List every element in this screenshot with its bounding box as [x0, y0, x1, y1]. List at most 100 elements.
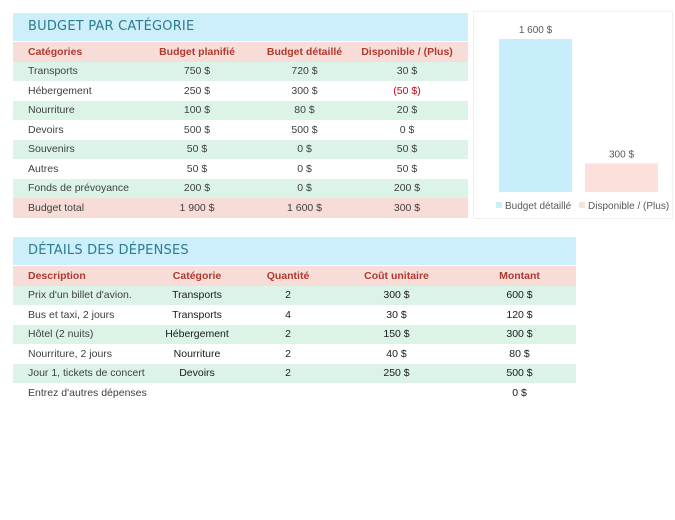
available-cell[interactable]: 20 $ — [346, 100, 468, 120]
budget-row: Autres 50 $0 $50 $ — [13, 159, 468, 179]
category-cell[interactable]: Transports — [148, 305, 246, 325]
planned-cell[interactable]: 50 $ — [131, 159, 263, 179]
unit-cost-cell[interactable]: 40 $ — [330, 344, 463, 364]
unit-cost-cell[interactable]: 300 $ — [330, 285, 463, 305]
amount-cell[interactable]: 500 $ — [463, 363, 576, 383]
unit-cost-cell[interactable]: 150 $ — [330, 324, 463, 344]
unit-cost-cell[interactable]: 30 $ — [330, 305, 463, 325]
chart-canvas: 1 600 $ 300 $ Budget détaillé Disponible / … — [496, 25, 669, 212]
category-cell[interactable]: Devoirs — [13, 120, 131, 140]
header-detailed-budget[interactable]: Budget détaillé — [263, 42, 346, 62]
available-cell[interactable]: 30 $ — [346, 61, 468, 81]
planned-cell[interactable]: 500 $ — [131, 120, 263, 140]
legend-swatch — [496, 202, 502, 208]
available-cell[interactable]: 200 $ — [346, 178, 468, 198]
quantity-cell[interactable]: 2 — [246, 344, 330, 364]
budget-section-title: BUDGET PAR CATÉGORIE — [13, 13, 468, 41]
total-available[interactable]: 300 $ — [346, 198, 468, 218]
description-cell[interactable]: Jour 1, tickets de concert — [13, 363, 148, 383]
amount-cell[interactable]: 300 $ — [463, 324, 576, 344]
quantity-cell[interactable]: 2 — [246, 285, 330, 305]
description-cell[interactable]: Hôtel (2 nuits) — [13, 324, 148, 344]
category-cell[interactable]: Transports — [148, 285, 246, 305]
amount-cell[interactable]: 0 $ — [463, 383, 576, 403]
budget-row: Souvenirs 50 $0 $50 $ — [13, 139, 468, 159]
planned-cell[interactable]: 100 $ — [131, 100, 263, 120]
detailed-cell[interactable]: 500 $ — [263, 120, 346, 140]
expense-row: Bus et taxi, 2 jours Transports 4 30 $120 $ — [13, 305, 576, 325]
category-cell[interactable]: Hébergement — [148, 324, 246, 344]
budget-total-row: Budget total 1 900 $1 600 $300 $ — [13, 198, 468, 218]
budget-header-row: Catégories Budget planifié Budget détail… — [13, 42, 468, 62]
quantity-cell[interactable]: 4 — [246, 305, 330, 325]
budget-row: Hébergement 250 $300 $ (50 $) — [13, 81, 468, 101]
category-cell[interactable]: Fonds de prévoyance — [13, 178, 131, 198]
header-amount[interactable]: Montant — [463, 266, 576, 286]
detailed-cell[interactable]: 720 $ — [263, 61, 346, 81]
chart-data-label: 1 600 $ — [519, 25, 553, 36]
available-cell[interactable]: (50 $) — [346, 81, 468, 101]
chart-bar[interactable] — [585, 163, 658, 192]
unit-cost-cell[interactable]: 250 $ — [330, 363, 463, 383]
header-categories[interactable]: Catégories — [13, 42, 131, 62]
description-cell[interactable]: Bus et taxi, 2 jours — [13, 305, 148, 325]
header-description[interactable]: Description — [13, 266, 148, 286]
total-detailed[interactable]: 1 600 $ — [263, 198, 346, 218]
planned-cell[interactable]: 200 $ — [131, 178, 263, 198]
amount-cell[interactable]: 600 $ — [463, 285, 576, 305]
description-cell[interactable]: Nourriture, 2 jours — [13, 344, 148, 364]
category-cell[interactable]: Hébergement — [13, 81, 131, 101]
total-planned[interactable]: 1 900 $ — [131, 198, 263, 218]
legend-label: Disponible / (Plus) — [588, 201, 669, 212]
expenses-header-row: Description Catégorie Quantité Coût unit… — [13, 266, 576, 286]
header-available[interactable]: Disponible / (Plus) — [346, 42, 468, 62]
quantity-cell[interactable] — [246, 383, 330, 403]
budget-chart[interactable]: 1 600 $ 300 $ Budget détaillé Disponible / … — [473, 11, 673, 219]
add-expense-prompt[interactable]: Entrez d'autres dépenses — [13, 383, 148, 403]
quantity-cell[interactable]: 2 — [246, 363, 330, 383]
budget-table: Catégories Budget planifié Budget détail… — [13, 42, 468, 218]
category-cell[interactable]: Devoirs — [148, 363, 246, 383]
header-unit-cost[interactable]: Coût unitaire — [330, 266, 463, 286]
expense-row: Prix d'un billet d'avion. Transports 2 300 … — [13, 285, 576, 305]
budget-row: Nourriture 100 $80 $20 $ — [13, 100, 468, 120]
chart-bar[interactable] — [499, 39, 572, 192]
category-cell[interactable]: Nourriture — [148, 344, 246, 364]
header-planned-budget[interactable]: Budget planifié — [131, 42, 263, 62]
amount-cell[interactable]: 80 $ — [463, 344, 576, 364]
description-cell[interactable]: Prix d'un billet d'avion. — [13, 285, 148, 305]
chart-data-label: 300 $ — [609, 149, 634, 160]
quantity-cell[interactable]: 2 — [246, 324, 330, 344]
legend-swatch — [579, 202, 585, 208]
budget-row: Transports 750 $720 $30 $ — [13, 61, 468, 81]
category-cell[interactable]: Autres — [13, 159, 131, 179]
detailed-cell[interactable]: 0 $ — [263, 178, 346, 198]
amount-cell[interactable]: 120 $ — [463, 305, 576, 325]
detailed-cell[interactable]: 0 $ — [263, 159, 346, 179]
expenses-table: Description Catégorie Quantité Coût unit… — [13, 266, 576, 403]
available-cell[interactable]: 50 $ — [346, 159, 468, 179]
available-cell[interactable]: 0 $ — [346, 120, 468, 140]
detailed-cell[interactable]: 0 $ — [263, 139, 346, 159]
expense-row: Nourriture, 2 jours Nourriture 2 40 $80 $ — [13, 344, 576, 364]
expense-row: Hôtel (2 nuits) Hébergement 2 150 $300 $ — [13, 324, 576, 344]
planned-cell[interactable]: 750 $ — [131, 61, 263, 81]
detailed-cell[interactable]: 80 $ — [263, 100, 346, 120]
header-category[interactable]: Catégorie — [148, 266, 246, 286]
detailed-cell[interactable]: 300 $ — [263, 81, 346, 101]
planned-cell[interactable]: 250 $ — [131, 81, 263, 101]
category-cell[interactable]: Souvenirs — [13, 139, 131, 159]
total-label[interactable]: Budget total — [13, 198, 131, 218]
budget-row: Fonds de prévoyance 200 $0 $200 $ — [13, 178, 468, 198]
unit-cost-cell[interactable] — [330, 383, 463, 403]
expense-row: Jour 1, tickets de concert Devoirs 2 250 $5… — [13, 363, 576, 383]
category-cell[interactable]: Transports — [13, 61, 131, 81]
planned-cell[interactable]: 50 $ — [131, 139, 263, 159]
expense-placeholder-row: Entrez d'autres dépenses 0 $ — [13, 383, 576, 403]
legend-label: Budget détaillé — [505, 201, 572, 212]
available-cell[interactable]: 50 $ — [346, 139, 468, 159]
header-quantity[interactable]: Quantité — [246, 266, 330, 286]
expenses-section-title: DÉTAILS DES DÉPENSES — [13, 237, 576, 265]
category-cell[interactable]: Nourriture — [13, 100, 131, 120]
category-cell[interactable] — [148, 383, 246, 403]
